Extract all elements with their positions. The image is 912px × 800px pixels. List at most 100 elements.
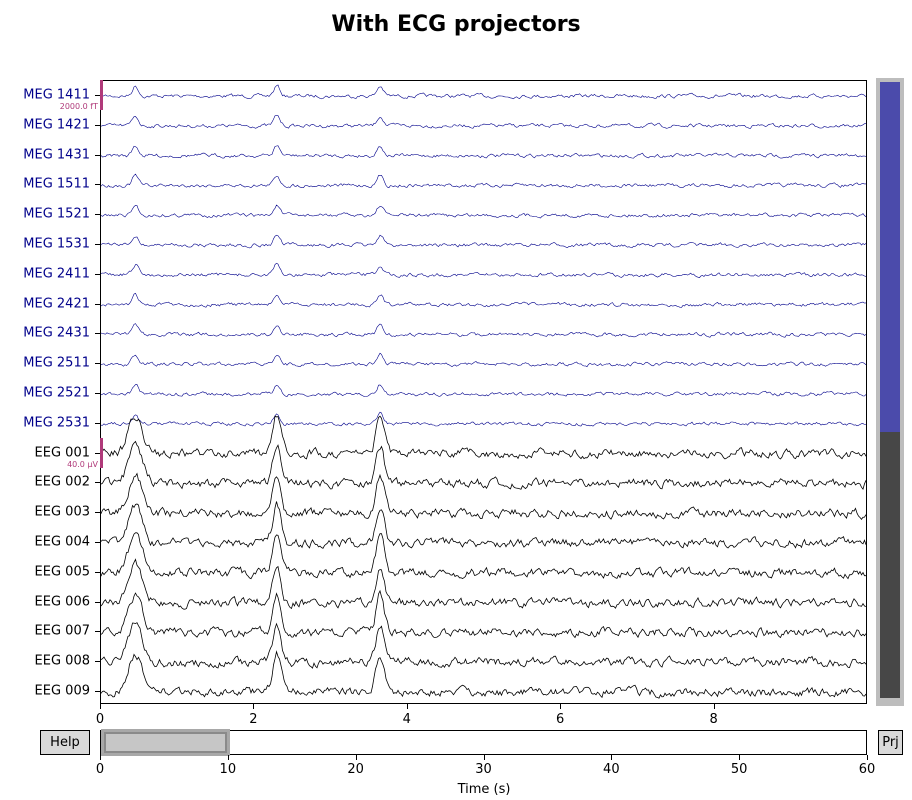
channel-tick [95, 184, 100, 186]
channel-label[interactable]: MEG 1421 [23, 117, 90, 133]
channel-tick [95, 244, 100, 245]
channel-tick [95, 363, 100, 365]
axis-tick [227, 755, 229, 760]
channel-label[interactable]: MEG 1431 [23, 147, 90, 163]
channel-label[interactable]: EEG 001 [34, 445, 90, 461]
axis-tick [713, 704, 715, 709]
channel-tick [95, 214, 100, 216]
channel-trace[interactable] [101, 173, 866, 189]
channel-trace[interactable] [101, 84, 866, 100]
channel-trace[interactable] [101, 650, 866, 699]
channel-label[interactable]: MEG 1521 [23, 206, 90, 222]
channel-label[interactable]: MEG 2521 [23, 385, 90, 401]
channel-tick [95, 571, 100, 573]
axis-tick [100, 755, 101, 760]
channel-trace[interactable] [101, 411, 866, 427]
eeg-scale-bar [100, 437, 103, 468]
axis-tick [253, 704, 255, 709]
axis-tick [739, 755, 741, 760]
eeg-scale-label: 40.0 µV [67, 459, 98, 469]
axis-tick-label: 0 [95, 712, 105, 727]
channel-tick [95, 661, 100, 663]
projectors-button[interactable]: Prj [878, 730, 903, 755]
axis-tick [611, 755, 613, 760]
channel-trace[interactable] [101, 145, 866, 159]
channel-tick [95, 154, 100, 156]
channel-label[interactable]: EEG 004 [34, 534, 90, 550]
axis-tick-label: 20 [347, 762, 364, 777]
channel-trace[interactable] [101, 440, 866, 490]
channel-scrollbar-meg-segment[interactable] [880, 82, 900, 433]
channel-trace[interactable] [101, 622, 866, 669]
channel-tick [95, 422, 100, 424]
channel-label[interactable]: MEG 1411 [23, 87, 90, 103]
help-button[interactable]: Help [40, 730, 90, 755]
channel-trace[interactable] [101, 323, 866, 338]
channel-label[interactable]: EEG 008 [34, 653, 90, 669]
raw-traces-plot[interactable] [100, 80, 867, 704]
channel-trace[interactable] [101, 532, 866, 580]
channel-trace[interactable] [101, 204, 866, 219]
time-scrollbar-thumb[interactable] [101, 729, 230, 756]
axis-tick [406, 704, 408, 709]
channel-trace[interactable] [101, 292, 866, 308]
meg-scale-label: 2000.0 fT [59, 102, 98, 111]
channel-label[interactable]: MEG 2431 [23, 325, 90, 341]
channel-label[interactable]: MEG 2511 [23, 355, 90, 371]
axis-tick [100, 704, 101, 709]
axis-tick-label: 10 [219, 762, 237, 777]
axis-tick [560, 704, 562, 709]
time-scrollbar[interactable] [100, 729, 867, 756]
channel-trace[interactable] [101, 234, 866, 249]
channel-label[interactable]: MEG 1511 [23, 176, 90, 192]
channel-tick [95, 333, 100, 335]
channel-label[interactable]: EEG 006 [34, 594, 90, 610]
channel-tick [95, 601, 100, 603]
axis-tick-label: 6 [556, 712, 565, 727]
channel-tick [95, 95, 100, 96]
channel-label[interactable]: EEG 005 [34, 564, 90, 580]
channel-scrollbar-eeg-segment[interactable] [880, 432, 900, 698]
axis-tick [483, 755, 485, 760]
channel-trace[interactable] [101, 472, 866, 520]
channel-tick [95, 452, 100, 454]
channel-trace[interactable] [101, 115, 866, 129]
channel-trace[interactable] [101, 415, 866, 460]
axis-tick-label: 2 [249, 712, 258, 727]
axis-tick-label: 8 [709, 712, 718, 727]
channel-tick [95, 273, 100, 275]
axis-tick [355, 755, 357, 760]
channel-tick [95, 303, 100, 305]
channel-tick [95, 631, 100, 633]
channel-label[interactable]: EEG 009 [34, 683, 90, 699]
channel-label[interactable]: MEG 2531 [23, 415, 90, 431]
channel-trace[interactable] [101, 589, 866, 639]
channel-trace[interactable] [101, 384, 866, 397]
channel-scrollbar[interactable] [876, 78, 904, 706]
channel-tick [95, 542, 100, 543]
figure-title: With ECG projectors [331, 12, 581, 37]
channel-label[interactable]: MEG 1531 [23, 236, 90, 252]
time-axis-label: Time (s) [457, 782, 511, 797]
channel-label[interactable]: EEG 002 [34, 474, 90, 490]
channel-label[interactable]: EEG 007 [34, 623, 90, 639]
channel-tick [95, 124, 100, 126]
axis-tick-label: 50 [730, 762, 748, 777]
channel-trace[interactable] [101, 501, 866, 549]
axis-tick [867, 755, 868, 760]
traces-canvas [101, 84, 866, 699]
axis-tick-label: 4 [402, 712, 411, 727]
channel-tick [95, 393, 100, 394]
channel-trace[interactable] [101, 558, 866, 610]
channel-label[interactable]: MEG 2411 [23, 266, 90, 282]
channel-label[interactable]: EEG 003 [34, 504, 90, 520]
meg-scale-bar [100, 80, 103, 110]
axis-tick-label: 60 [858, 762, 876, 777]
channel-tick [95, 482, 100, 484]
channel-label[interactable]: MEG 2421 [23, 296, 90, 312]
axis-tick-label: 40 [603, 762, 620, 777]
channel-trace[interactable] [101, 352, 866, 368]
channel-trace[interactable] [101, 262, 866, 278]
axis-tick-label: 0 [95, 762, 105, 777]
channel-tick [95, 512, 100, 514]
